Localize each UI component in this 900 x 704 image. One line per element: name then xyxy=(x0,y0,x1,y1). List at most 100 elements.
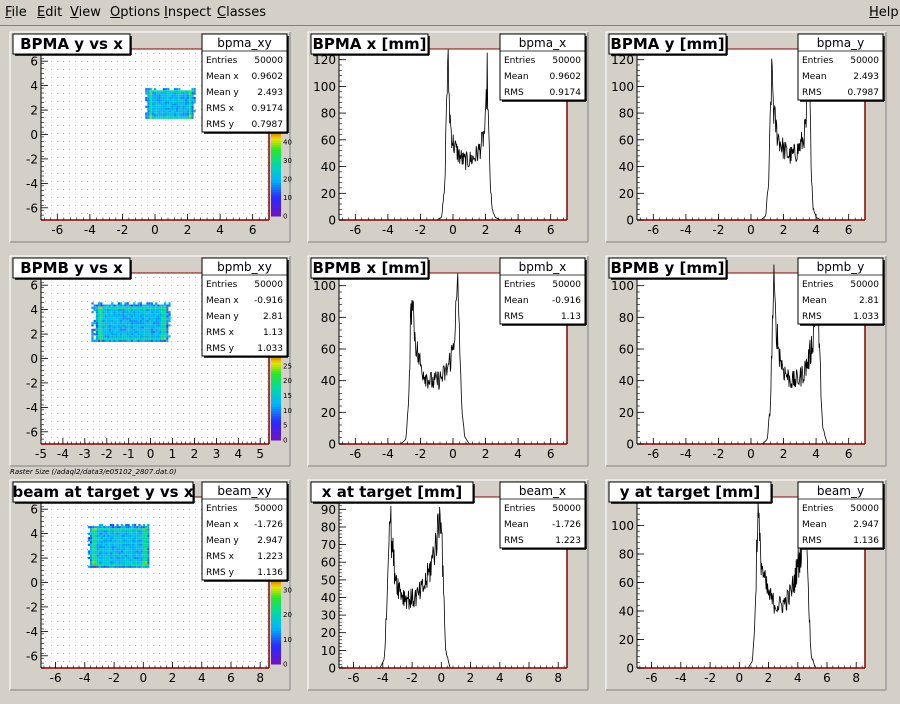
heatmap-cell xyxy=(96,322,98,324)
heatmap-cell xyxy=(94,307,96,309)
menu-classes[interactable]: Classes xyxy=(217,5,266,20)
heatmap-cell xyxy=(107,331,109,333)
grid-dot xyxy=(81,117,82,118)
x-tick-label: -4 xyxy=(57,447,69,461)
plot-title[interactable]: BPMB y [mm] xyxy=(611,259,725,277)
grid-dot xyxy=(195,317,196,318)
heatmap-cell xyxy=(162,309,164,311)
heatmap-cell xyxy=(149,302,151,304)
grid-dot xyxy=(57,157,58,158)
heatmap-cell xyxy=(138,309,140,311)
heatmap-cell xyxy=(157,309,159,311)
grid-dot xyxy=(147,197,148,198)
heatmap-cell xyxy=(125,542,127,544)
grid-dot xyxy=(147,381,148,382)
menu-edit[interactable]: Edit xyxy=(37,5,62,20)
grid-dot xyxy=(135,149,136,150)
heatmap-cell xyxy=(105,322,107,324)
grid-dot xyxy=(231,589,232,590)
grid-dot xyxy=(135,621,136,622)
heatmap-cell xyxy=(111,340,113,342)
grid-dot xyxy=(123,85,124,86)
grid-dot xyxy=(135,413,136,414)
grid-dot xyxy=(105,437,106,438)
grid-dot xyxy=(93,429,94,430)
grid-dot xyxy=(45,581,46,582)
heatmap-cell xyxy=(158,112,160,114)
heatmap-cell xyxy=(118,316,120,318)
grid-dot xyxy=(171,645,172,646)
heatmap-cell xyxy=(132,559,134,561)
menu-file[interactable]: File xyxy=(5,5,27,20)
grid-dot xyxy=(249,205,250,206)
stats-name: beam_xy xyxy=(217,484,271,498)
heatmap-cell xyxy=(183,110,185,112)
heatmap-cell xyxy=(123,548,125,550)
grid-dot xyxy=(135,205,136,206)
heatmap-cell xyxy=(176,93,178,95)
heatmap-cell xyxy=(98,316,100,318)
grid-dot xyxy=(51,389,52,390)
y-tick-label: -2 xyxy=(26,376,38,390)
heatmap-cell xyxy=(109,307,111,309)
plot-title[interactable]: BPMB x [mm] xyxy=(313,259,427,277)
plot-title[interactable]: BPMA y vs x xyxy=(20,35,123,53)
grid-dot xyxy=(183,213,184,214)
grid-dot xyxy=(141,357,142,358)
grid-dot xyxy=(69,357,70,358)
heatmap-cell xyxy=(125,524,127,526)
heatmap-cell xyxy=(169,97,171,99)
grid-dot xyxy=(231,389,232,390)
plot-title[interactable]: BPMB y vs x xyxy=(20,259,123,277)
grid-dot xyxy=(45,381,46,382)
grid-dot xyxy=(249,605,250,606)
heatmap-cell xyxy=(98,313,100,315)
grid-dot xyxy=(189,277,190,278)
grid-dot xyxy=(69,293,70,294)
y-tick-label: 100 xyxy=(313,80,336,94)
grid-dot xyxy=(255,421,256,422)
grid-dot xyxy=(45,373,46,374)
heatmap-cell xyxy=(147,104,149,106)
grid-dot xyxy=(183,613,184,614)
grid-dot xyxy=(87,61,88,62)
menu-options[interactable]: Options xyxy=(110,5,160,20)
heatmap-cell xyxy=(153,329,155,331)
grid-dot xyxy=(219,141,220,142)
menu-help[interactable]: Help xyxy=(869,5,899,20)
grid-dot xyxy=(243,405,244,406)
heatmap-cell xyxy=(114,528,116,530)
grid-dot xyxy=(195,157,196,158)
heatmap-cell xyxy=(134,524,136,526)
heatmap-cell xyxy=(147,524,149,526)
grid-dot xyxy=(51,173,52,174)
grid-dot xyxy=(117,197,118,198)
plot-title[interactable]: x at target [mm] xyxy=(322,483,462,501)
grid-dot xyxy=(261,429,262,430)
grid-dot xyxy=(105,165,106,166)
menu-view[interactable]: View xyxy=(70,5,101,20)
grid-dot xyxy=(105,205,106,206)
grid-dot xyxy=(99,381,100,382)
grid-dot xyxy=(69,517,70,518)
grid-dot xyxy=(255,381,256,382)
grid-dot xyxy=(135,509,136,510)
menu-inspect[interactable]: Inspect xyxy=(164,5,211,20)
grid-dot xyxy=(159,509,160,510)
heatmap-cell xyxy=(103,559,105,561)
plot-title[interactable]: BPMA x [mm] xyxy=(312,35,426,53)
heatmap-cell xyxy=(116,307,118,309)
plot-title[interactable]: beam at target y vs x xyxy=(13,483,194,501)
plot-title[interactable]: BPMA y [mm] xyxy=(610,35,724,53)
grid-dot xyxy=(99,357,100,358)
